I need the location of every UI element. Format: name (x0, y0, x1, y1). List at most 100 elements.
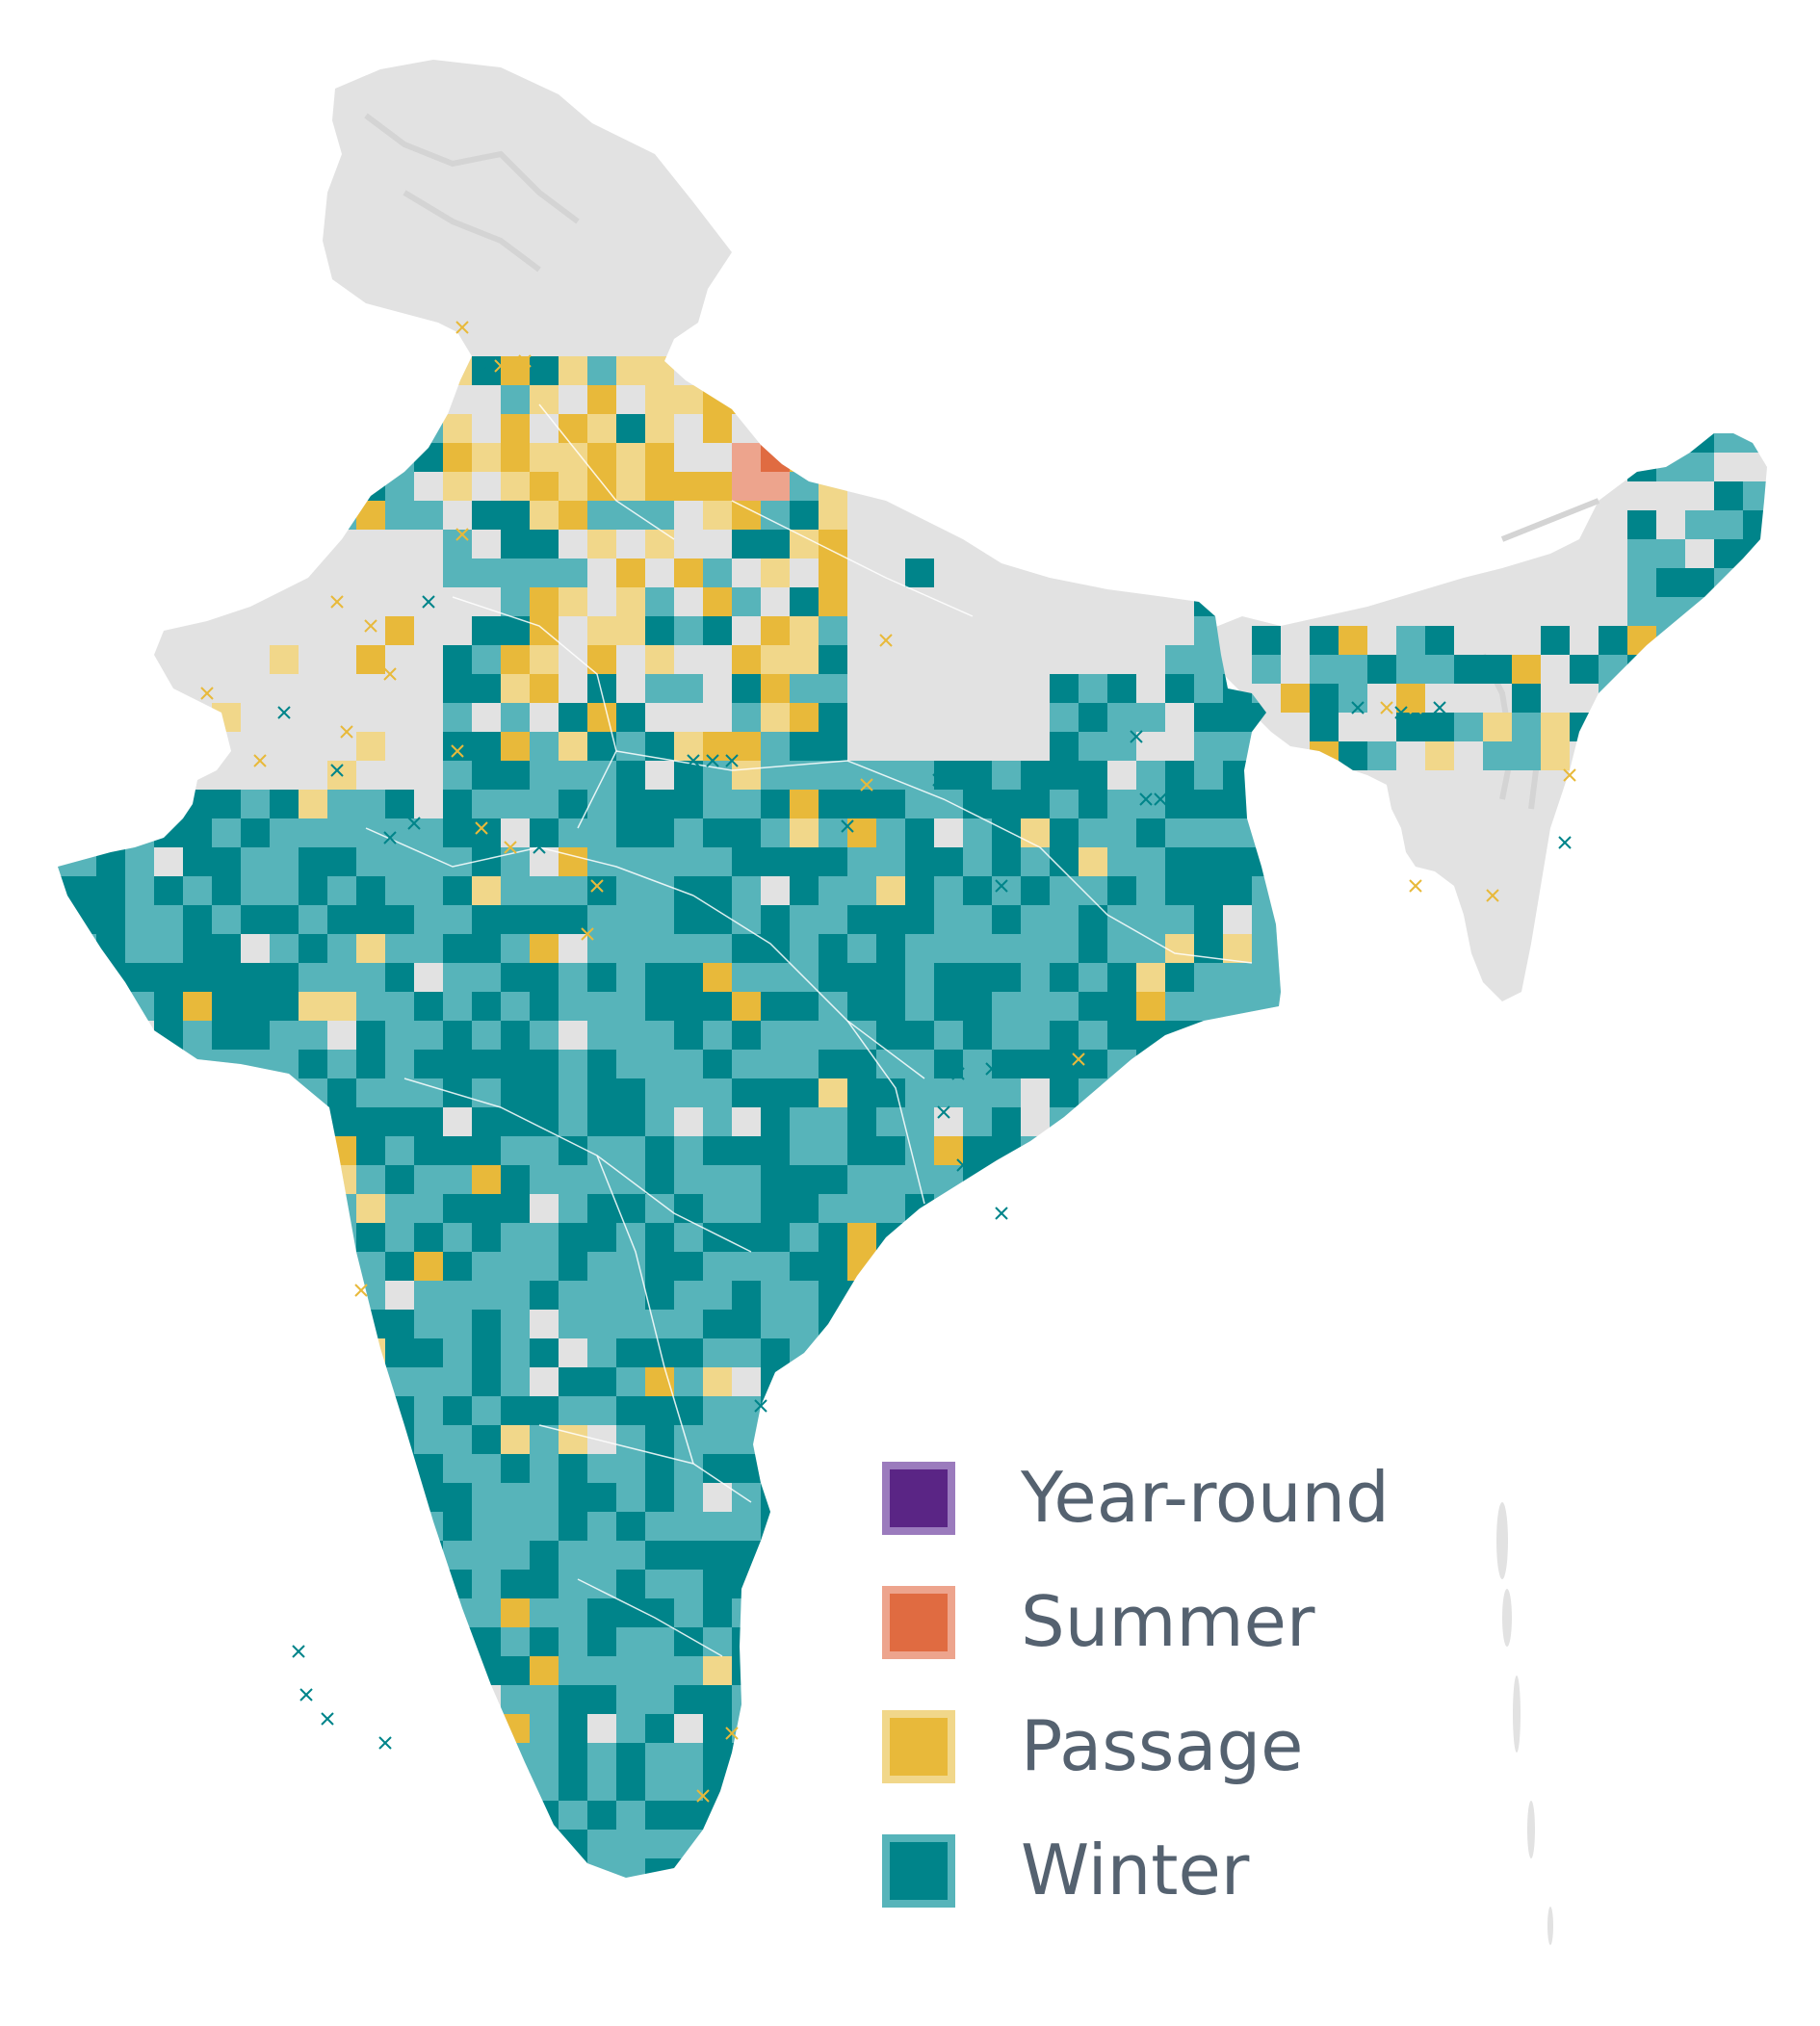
winter-cell (270, 1541, 299, 1570)
winter-cell (559, 1310, 587, 1338)
passage-cell (414, 1801, 443, 1830)
winter-cell (616, 1627, 645, 1656)
winter-cell (616, 1483, 645, 1512)
winter-cell (125, 934, 154, 963)
winter-cell (674, 1367, 703, 1396)
winter-cell (1194, 1078, 1223, 1107)
winter-cell (327, 1743, 356, 1772)
winter-cell (327, 1454, 356, 1483)
passage-cell (732, 385, 761, 414)
passage-cell (847, 1598, 876, 1627)
winter-cell (703, 1627, 732, 1656)
winter-cell (96, 1830, 125, 1858)
winter-cell (703, 1050, 732, 1078)
passage-cell (761, 558, 790, 587)
winter-cell (761, 1656, 790, 1685)
winter-cell (703, 616, 732, 645)
winter-cell (1079, 1021, 1107, 1050)
passage-cell (1627, 626, 1656, 655)
passage-cell (96, 414, 125, 443)
winter-cell (963, 818, 992, 847)
winter-cell (1079, 1281, 1107, 1310)
winter-cell (703, 1685, 732, 1714)
winter-cell (1310, 684, 1339, 713)
winter-cell (472, 732, 501, 761)
winter-cell (58, 1252, 67, 1281)
passage-cell (501, 1714, 530, 1743)
winter-cell (1136, 1107, 1165, 1136)
winter-cell (58, 876, 67, 905)
winter-cell (241, 1627, 270, 1656)
winter-cell (501, 992, 530, 1021)
winter-cell (732, 1194, 761, 1223)
winter-cell (443, 1310, 472, 1338)
winter-cell (443, 703, 472, 732)
cross-marker-icon (995, 1207, 1008, 1220)
winter-cell (154, 1223, 183, 1252)
winter-cell (1714, 510, 1743, 539)
winter-cell (1743, 510, 1767, 539)
winter-cell (212, 1830, 241, 1858)
passage-cell (183, 992, 212, 1021)
winter-cell (876, 818, 905, 847)
winter-cell (327, 1483, 356, 1512)
winter-cell (847, 1743, 876, 1772)
winter-cell (963, 1107, 992, 1136)
passage-cell (1223, 472, 1252, 501)
winter-cell (1021, 1194, 1050, 1223)
winter-cell (587, 818, 616, 847)
winter-cell (58, 1830, 67, 1858)
winter-cell (1281, 530, 1310, 558)
winter-cell (645, 1396, 674, 1425)
winter-cell (241, 1396, 270, 1425)
cross-marker-icon (455, 321, 469, 334)
winter-cell (443, 761, 472, 790)
winter-cell (790, 1107, 819, 1136)
winter-cell (674, 1454, 703, 1483)
winter-cell (645, 1425, 674, 1454)
winter-cell (356, 1223, 385, 1252)
winter-cell (1021, 992, 1050, 1021)
winter-cell (761, 992, 790, 1021)
winter-cell (501, 963, 530, 992)
winter-cell (1107, 1021, 1136, 1050)
winter-cell (1165, 876, 1194, 905)
winter-cell (270, 1223, 299, 1252)
winter-cell (96, 1107, 125, 1136)
island (1527, 1801, 1535, 1858)
winter-cell (1021, 1281, 1050, 1310)
winter-cell (790, 1425, 819, 1454)
winter-cell (414, 1772, 443, 1801)
winter-cell (559, 1223, 587, 1252)
winter-cell (212, 1801, 241, 1830)
island (1502, 1589, 1512, 1647)
winter-cell (761, 1801, 790, 1830)
winter-cell (1685, 433, 1714, 453)
passage-cell (645, 443, 674, 472)
passage-cell (847, 818, 876, 847)
winter-cell (183, 385, 212, 414)
winter-cell (327, 1223, 356, 1252)
passage-cell (790, 443, 819, 472)
winter-cell (96, 905, 125, 934)
winter-cell (96, 1021, 125, 1050)
winter-cell (645, 1078, 674, 1107)
winter-cell (414, 1367, 443, 1396)
winter-cell (732, 1858, 761, 1878)
winter-cell (1483, 655, 1512, 684)
winter-cell (67, 963, 96, 992)
winter-cell (67, 1858, 96, 1878)
winter-cell (356, 790, 385, 818)
winter-cell (501, 1570, 530, 1598)
winter-cell (530, 1050, 559, 1078)
winter-cell (790, 1685, 819, 1714)
winter-cell (645, 1454, 674, 1483)
winter-cell (385, 1136, 414, 1165)
cross-marker-icon (475, 364, 488, 377)
winter-cell (1570, 655, 1599, 684)
winter-cell (241, 1801, 270, 1830)
winter-cell (183, 1078, 212, 1107)
winter-cell (616, 1454, 645, 1483)
winter-cell (270, 472, 299, 501)
winter-cell (1425, 655, 1454, 684)
